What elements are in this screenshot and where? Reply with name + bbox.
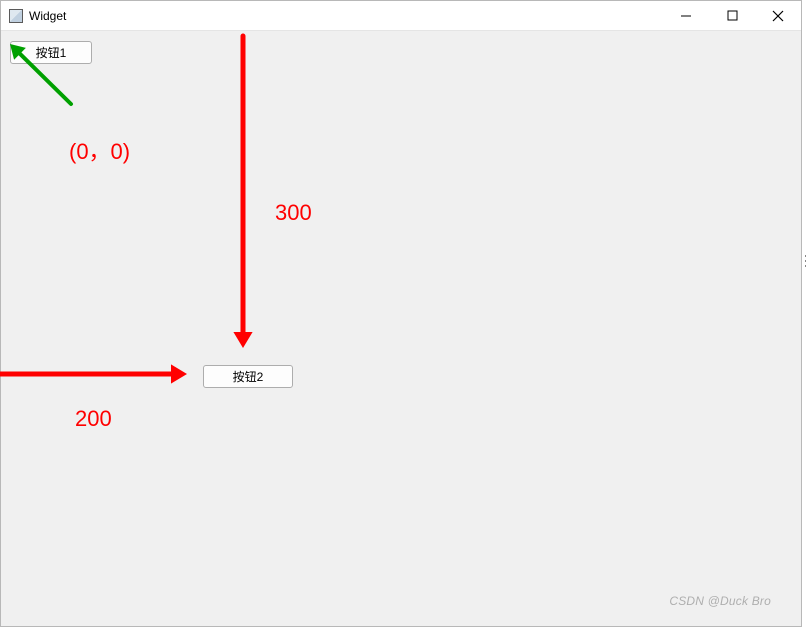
window-frame: Widget 按钮1 按钮2 (0，0) 300 200 CS <box>0 0 802 627</box>
button-1[interactable]: 按钮1 <box>10 41 92 64</box>
horizontal-dimension-label: 200 <box>75 406 112 432</box>
titlebar-left: Widget <box>9 9 66 23</box>
origin-arrow <box>0 22 93 126</box>
minimize-button[interactable] <box>663 1 709 31</box>
client-area: 按钮1 按钮2 (0，0) 300 200 CSDN @Duck Bro <box>1 31 801 626</box>
titlebar[interactable]: Widget <box>1 1 801 31</box>
vertical-dimension-label: 300 <box>275 200 312 226</box>
button-1-label: 按钮1 <box>36 44 67 61</box>
maximize-button[interactable] <box>709 1 755 31</box>
button-2[interactable]: 按钮2 <box>203 365 293 388</box>
vertical-dimension-arrow <box>218 11 268 373</box>
window-title: Widget <box>29 9 66 23</box>
watermark: CSDN @Duck Bro <box>669 594 771 608</box>
window-controls <box>663 1 801 31</box>
close-button[interactable] <box>755 1 801 31</box>
origin-coordinate-label: (0，0) <box>69 134 130 166</box>
horizontal-dimension-arrow <box>0 349 212 399</box>
button-2-label: 按钮2 <box>233 368 264 385</box>
app-icon <box>9 9 23 23</box>
